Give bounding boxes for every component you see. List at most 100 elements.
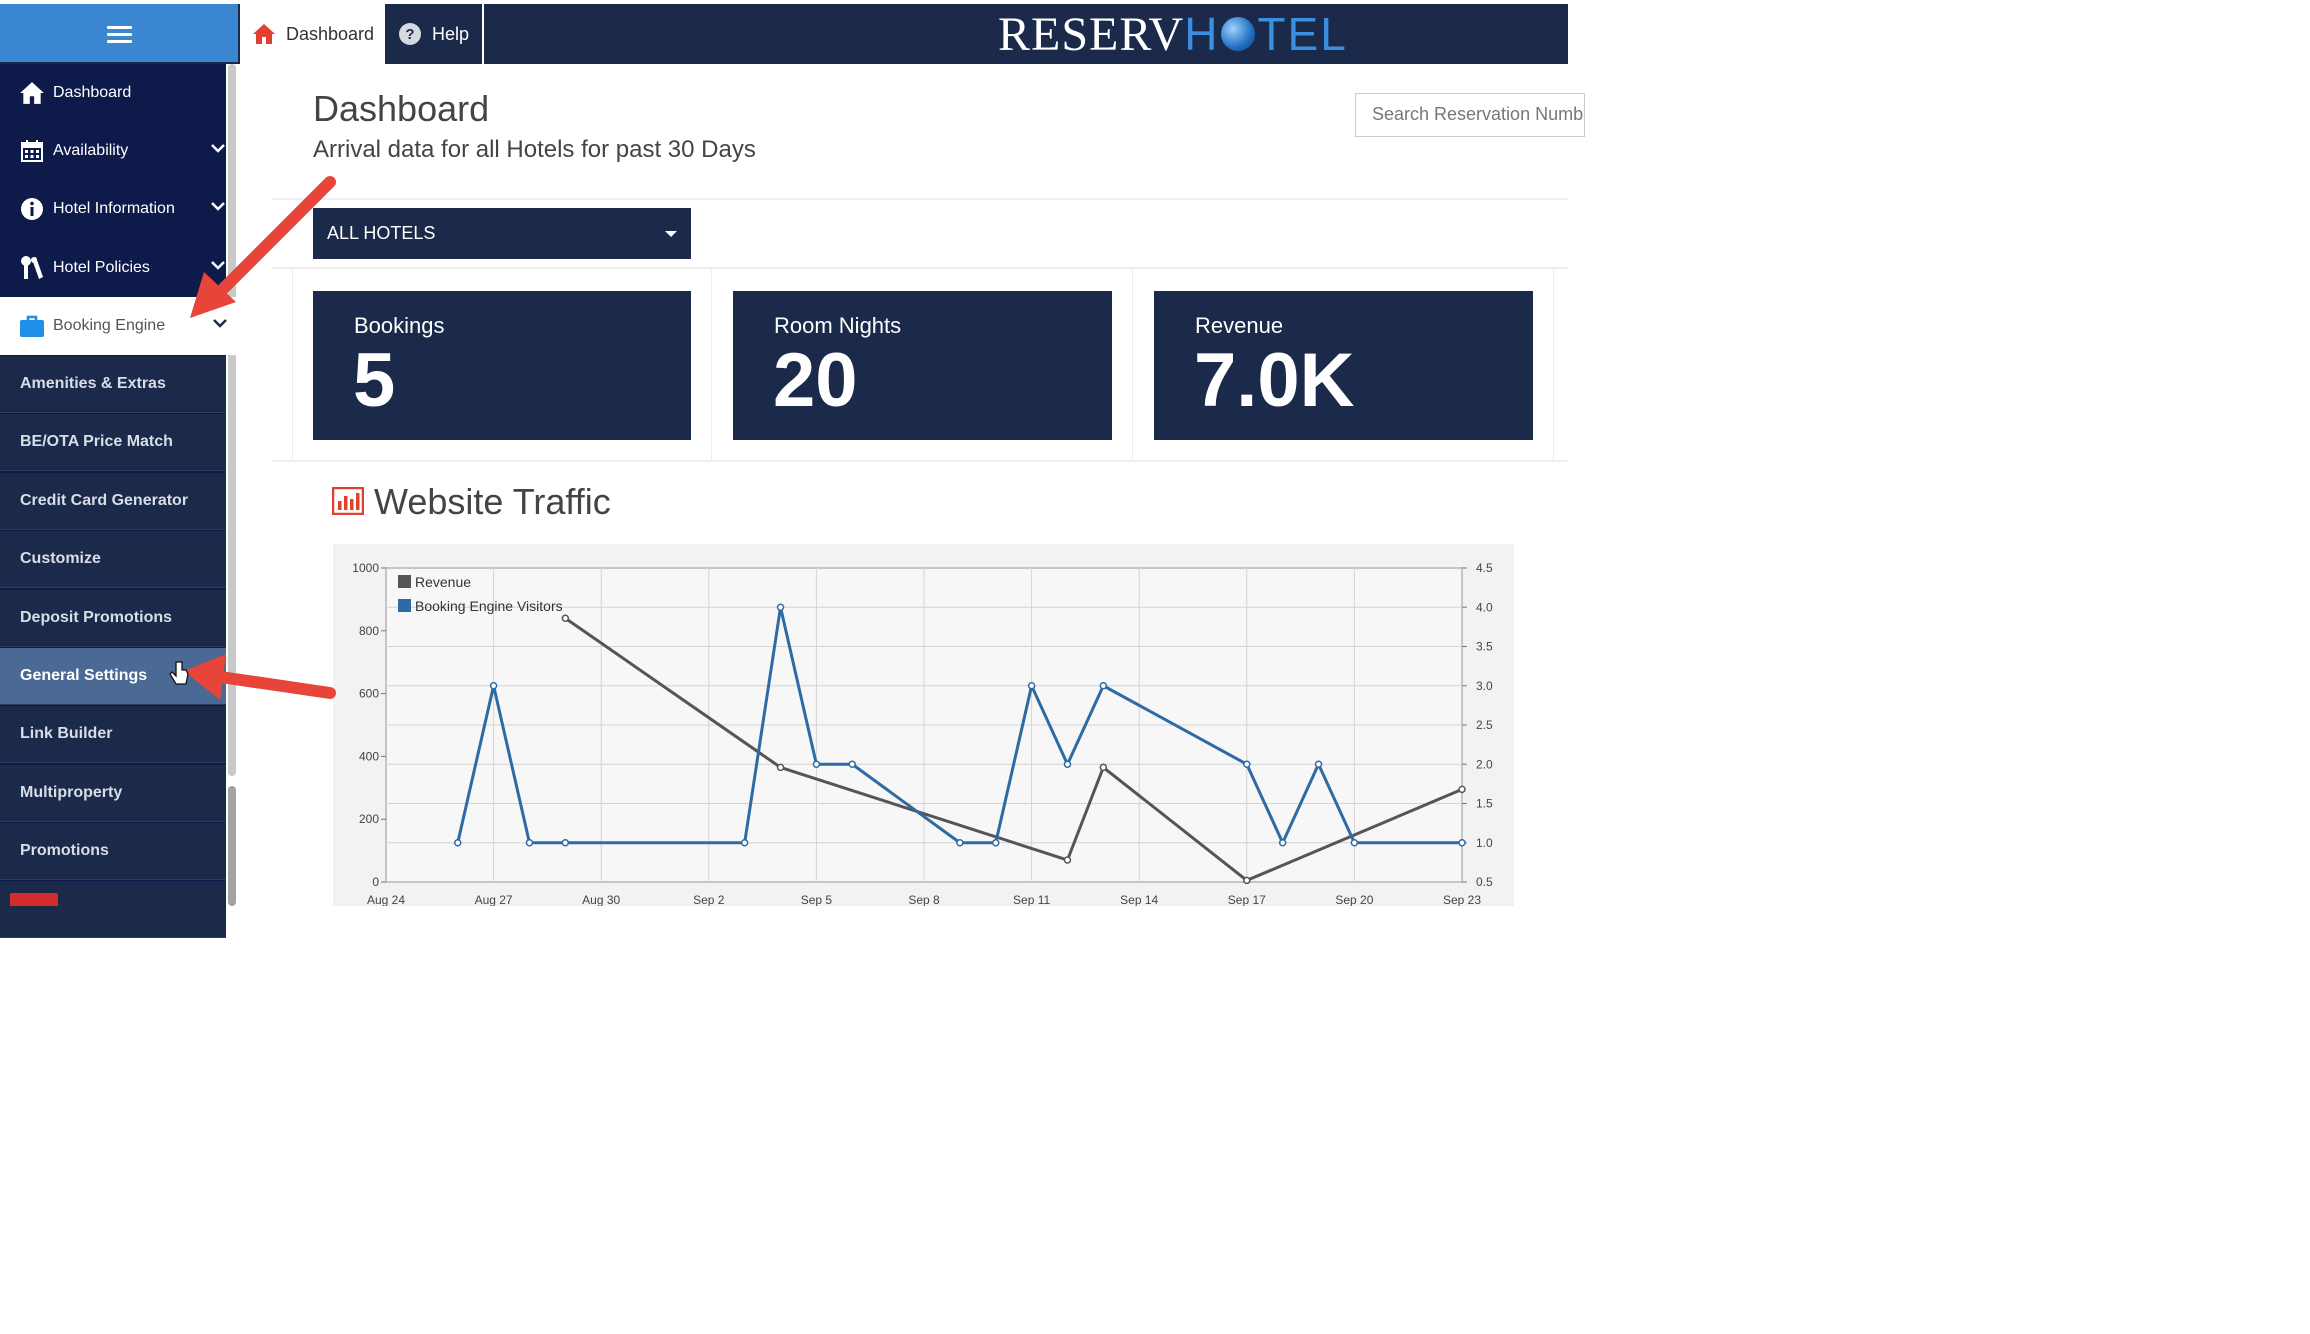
data-point: [1063, 760, 1072, 768]
cursor-hand-icon: [169, 661, 189, 685]
top-strip: [0, 0, 1568, 4]
series-line-revenue: [564, 617, 1463, 882]
caret-down-icon: [665, 231, 677, 237]
sidebar-subitem-customize[interactable]: Customize: [0, 531, 226, 588]
data-point: [1099, 682, 1108, 690]
data-point: [1314, 760, 1323, 768]
data-point: [489, 682, 498, 690]
page-title: Dashboard: [313, 88, 490, 129]
bar-chart-icon: [331, 486, 365, 520]
y-tick-label-right: 1.0: [1476, 836, 1493, 850]
y-tick-label-right: 4.0: [1476, 600, 1493, 614]
stat-card-revenue: Revenue 7.0K: [1154, 291, 1533, 440]
sidebar-item-dashboard[interactable]: Dashboard: [0, 64, 226, 122]
svg-text:?: ?: [405, 26, 414, 43]
chevron-down-icon[interactable]: [210, 257, 226, 278]
home-icon: [19, 81, 45, 105]
divider: [272, 460, 1568, 462]
sidebar-item-label: Booking Engine: [53, 317, 166, 334]
help-icon: ?: [398, 22, 422, 46]
stat-card-room-nights: Room Nights 20: [733, 291, 1112, 440]
series-line-booking-engine-visitors: [456, 605, 1462, 845]
chevron-down-icon[interactable]: [210, 198, 226, 219]
data-point: [1350, 839, 1359, 847]
sidebar-subitem-credit-card-generator[interactable]: Credit Card Generator: [0, 473, 226, 530]
sidebar-item-hotel-policies[interactable]: Hotel Policies: [0, 239, 226, 297]
annotation-arrows: [169, 176, 336, 700]
hamburger-icon: [107, 26, 132, 47]
y-tick-label-left: 800: [359, 624, 379, 638]
data-point: [1063, 856, 1072, 864]
logo-text-tel: TEL: [1257, 8, 1348, 60]
sidebar-subitem-be-ota-price-match[interactable]: BE/OTA Price Match: [0, 414, 226, 471]
divider: [1132, 269, 1133, 460]
data-point: [1458, 839, 1466, 847]
hotel-select-value: ALL HOTELS: [327, 223, 436, 243]
sidebar-subitem-multiproperty[interactable]: Multiproperty: [0, 765, 226, 822]
briefcase-icon: [19, 314, 45, 338]
data-point: [1243, 760, 1251, 768]
data-point: [1243, 876, 1251, 885]
tab-dashboard[interactable]: Dashboard: [240, 4, 385, 64]
x-tick-label: Sep 14: [1120, 893, 1158, 906]
legend-swatch: [398, 575, 411, 588]
legend-swatch: [398, 599, 411, 612]
sidebar-item-label: Dashboard: [53, 84, 132, 101]
annotation-arrow-booking-engine: [190, 176, 336, 318]
x-tick-label: Aug 27: [475, 893, 513, 906]
hotel-select-dropdown[interactable]: ALL HOTELS: [313, 208, 691, 259]
y-tick-label-left: 1000: [352, 561, 379, 575]
data-point: [740, 839, 749, 847]
sidebar-subitem-general-settings[interactable]: General Settings: [0, 648, 226, 705]
page-subtitle: Arrival data for all Hotels for past 30 …: [313, 136, 756, 163]
tab-help-label: Help: [432, 23, 470, 44]
annotation-arrow-general-settings: [184, 654, 336, 700]
y-tick-label-right: 4.5: [1476, 561, 1493, 575]
data-point: [1099, 763, 1108, 772]
globe-icon: [1221, 17, 1256, 51]
reservhotel-logo: RESERV H TEL: [998, 8, 1348, 61]
x-tick-label: Aug 24: [367, 893, 405, 906]
x-tick-label: Sep 17: [1228, 893, 1266, 906]
sidebar-item-hotel-information[interactable]: Hotel Information: [0, 180, 226, 238]
sidebar-badge: [10, 893, 58, 906]
sidebar-subitem-amenities-extras[interactable]: Amenities & Extras: [0, 356, 226, 413]
sidebar-item-label: Hotel Policies: [53, 259, 150, 276]
x-tick-label: Aug 30: [582, 893, 620, 906]
search-reservation-input[interactable]: Search Reservation Number: [1355, 93, 1585, 137]
divider: [292, 269, 293, 460]
stat-value: 20: [773, 338, 858, 423]
sidebar-scrollbar-thumb-lower: [228, 786, 236, 906]
keys-icon: [19, 255, 45, 281]
data-point: [812, 760, 821, 768]
sidebar-scrollbar-thumb[interactable]: [228, 64, 236, 776]
y-tick-label-left: 0: [372, 875, 379, 889]
data-point: [453, 839, 462, 847]
sidebar-subitem-link-builder[interactable]: Link Builder: [0, 706, 226, 763]
sidebar-subitem-partial[interactable]: [0, 881, 226, 938]
data-point: [776, 603, 785, 611]
menu-toggle-button[interactable]: [0, 4, 238, 62]
data-point: [1278, 839, 1287, 847]
stat-value: 5: [353, 338, 396, 423]
tab-help[interactable]: ? Help: [386, 4, 484, 64]
y-tick-label-right: 3.5: [1476, 640, 1493, 654]
data-point: [991, 839, 1000, 847]
info-icon: [19, 197, 45, 221]
sidebar-subitem-deposit-promotions[interactable]: Deposit Promotions: [0, 590, 226, 647]
y-tick-label-right: 0.5: [1476, 875, 1493, 889]
x-tick-label: Sep 23: [1443, 893, 1481, 906]
chevron-down-icon[interactable]: [210, 140, 226, 161]
data-point: [525, 839, 534, 847]
chevron-down-icon[interactable]: [212, 315, 228, 336]
x-tick-label: Sep 8: [908, 893, 940, 906]
y-tick-label-left: 400: [359, 749, 379, 763]
y-tick-label-right: 2.0: [1476, 757, 1493, 771]
data-point: [1458, 785, 1466, 794]
sidebar-item-availability[interactable]: Availability: [0, 122, 226, 180]
divider: [711, 269, 712, 460]
sidebar-subitem-promotions[interactable]: Promotions: [0, 823, 226, 880]
calendar-icon: [19, 139, 45, 163]
stat-label: Bookings: [354, 313, 445, 338]
y-tick-label-right: 2.5: [1476, 718, 1493, 732]
